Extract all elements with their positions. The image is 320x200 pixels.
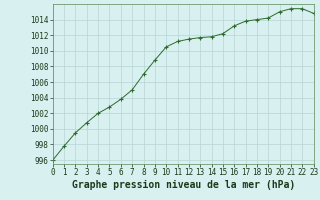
X-axis label: Graphe pression niveau de la mer (hPa): Graphe pression niveau de la mer (hPa)	[72, 180, 295, 190]
